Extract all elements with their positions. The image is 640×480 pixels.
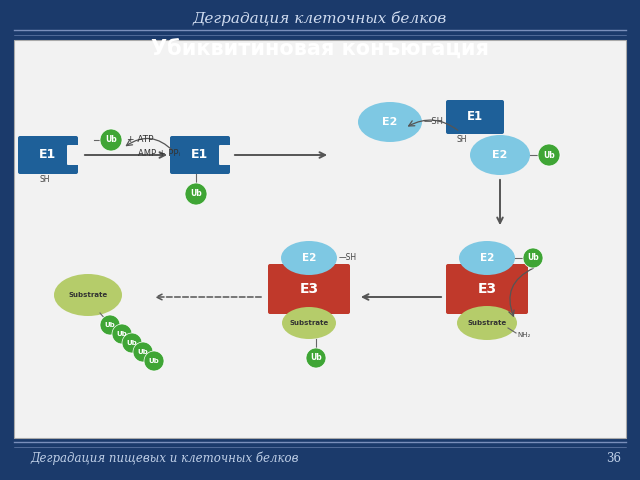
Text: SH: SH: [40, 175, 51, 184]
Text: E3: E3: [477, 282, 497, 296]
Ellipse shape: [358, 102, 422, 142]
Text: E2: E2: [492, 150, 508, 160]
Circle shape: [122, 333, 142, 353]
Text: E2: E2: [480, 253, 494, 263]
Text: —SH: —SH: [339, 253, 357, 263]
Circle shape: [100, 129, 122, 151]
Ellipse shape: [457, 306, 517, 340]
Text: Ub: Ub: [190, 190, 202, 199]
Ellipse shape: [470, 135, 530, 175]
Text: + ATP: + ATP: [127, 135, 154, 144]
Text: E1: E1: [40, 148, 56, 161]
FancyBboxPatch shape: [18, 136, 78, 174]
FancyBboxPatch shape: [446, 100, 504, 134]
Text: Ub: Ub: [138, 349, 148, 355]
Text: E3: E3: [300, 282, 319, 296]
Text: Ub: Ub: [105, 135, 117, 144]
Circle shape: [306, 348, 326, 368]
Text: Деградация пищевых и клеточных белков: Деградация пищевых и клеточных белков: [30, 451, 298, 465]
Text: Ub: Ub: [543, 151, 555, 159]
Ellipse shape: [281, 241, 337, 275]
Circle shape: [100, 315, 120, 335]
FancyBboxPatch shape: [219, 145, 231, 165]
Text: Ub: Ub: [127, 340, 138, 346]
Text: E1: E1: [191, 148, 209, 161]
Circle shape: [144, 351, 164, 371]
Text: NH₂: NH₂: [517, 332, 531, 338]
FancyBboxPatch shape: [446, 264, 528, 314]
Text: Ub: Ub: [310, 353, 322, 362]
Text: Ub: Ub: [148, 358, 159, 364]
Circle shape: [133, 342, 153, 362]
Text: AMP + PPᵢ: AMP + PPᵢ: [138, 149, 180, 158]
Text: E2: E2: [302, 253, 316, 263]
Circle shape: [112, 324, 132, 344]
Text: Деградация клеточных белков: Деградация клеточных белков: [193, 11, 447, 25]
Text: —SH: —SH: [424, 118, 444, 127]
Text: Ub: Ub: [104, 322, 115, 328]
Text: Ub: Ub: [527, 253, 539, 263]
Text: Убиквитиновая конъюгация: Убиквитиновая конъюгация: [151, 40, 489, 60]
FancyBboxPatch shape: [170, 136, 230, 174]
Circle shape: [538, 144, 560, 166]
Text: SH: SH: [457, 135, 467, 144]
Ellipse shape: [459, 241, 515, 275]
Circle shape: [523, 248, 543, 268]
Text: Substrate: Substrate: [68, 292, 108, 298]
Circle shape: [185, 183, 207, 205]
Ellipse shape: [54, 274, 122, 316]
Ellipse shape: [282, 307, 336, 339]
Text: E1: E1: [467, 110, 483, 123]
Text: Substrate: Substrate: [289, 320, 328, 326]
FancyBboxPatch shape: [67, 145, 79, 165]
Text: Substrate: Substrate: [467, 320, 507, 326]
FancyBboxPatch shape: [268, 264, 350, 314]
Text: Ub: Ub: [116, 331, 127, 337]
FancyBboxPatch shape: [14, 40, 626, 438]
Text: 36: 36: [607, 452, 621, 465]
Text: E2: E2: [382, 117, 397, 127]
